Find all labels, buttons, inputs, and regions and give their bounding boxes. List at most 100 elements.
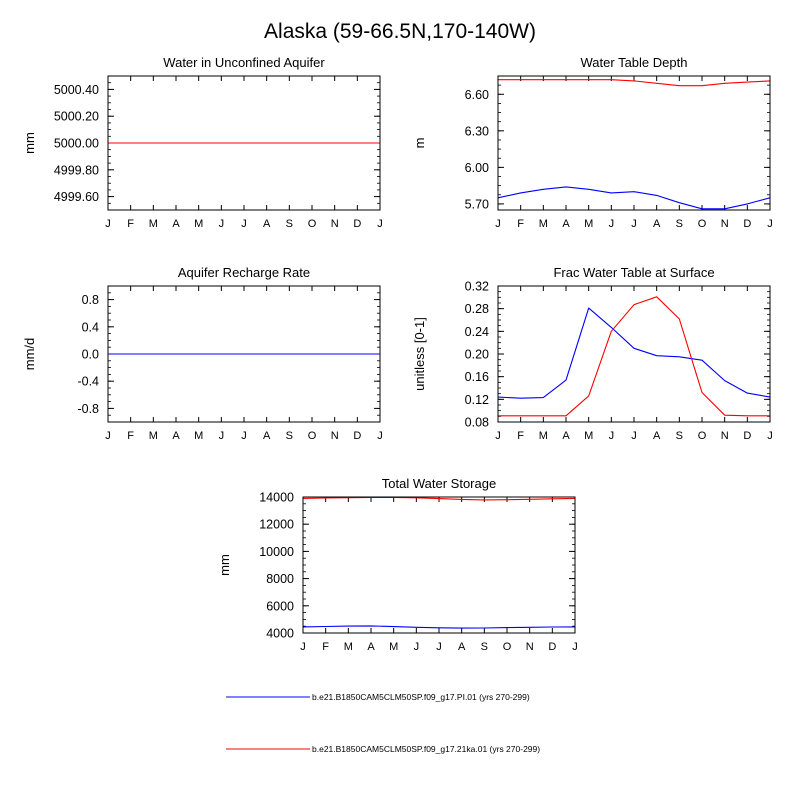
x-tick-label: J <box>414 641 420 653</box>
y-tick-label: 5.70 <box>465 197 489 211</box>
x-tick-label: M <box>539 430 548 442</box>
chart-aquifer-water: Water in Unconfined Aquifer mm J F M A M J J A S O N… <box>22 55 383 230</box>
y-tick-label: -0.8 <box>77 402 99 416</box>
x-tick-label: M <box>584 218 593 230</box>
series-line-pi <box>497 186 771 210</box>
x-tick-label: J <box>767 430 773 442</box>
chart-recharge-rate: Aquifer Recharge Rate mm/d J F M A M J J A S O N D J -0… <box>22 265 383 442</box>
x-tick-label: A <box>172 218 180 230</box>
y-tick-label: 5000.20 <box>54 110 99 124</box>
y-axis-label: m <box>412 138 427 149</box>
chart-water-table-depth: Water Table Depth m J F M A M J J A S O N D J 5.70 6.00 6… <box>412 55 773 230</box>
y-tick-label: 12000 <box>259 518 294 532</box>
x-tick-label: A <box>458 641 466 653</box>
x-tick-label: S <box>286 218 293 230</box>
series-line-21ka <box>498 79 771 87</box>
x-tick-label: D <box>353 218 361 230</box>
y-tick-label: 0.28 <box>465 302 489 316</box>
x-tick-label: J <box>609 430 615 442</box>
x-tick-label: M <box>584 430 593 442</box>
x-tick-label: J <box>377 430 383 442</box>
chart-title: Frac Water Table at Surface <box>553 265 714 280</box>
y-tick-label: 4999.80 <box>54 163 99 177</box>
x-tick-label: F <box>517 218 524 230</box>
y-tick-label: 6000 <box>266 599 294 613</box>
x-tick-label: N <box>331 218 339 230</box>
y-tick-label: 4999.60 <box>54 190 99 204</box>
x-tick-label: D <box>548 641 556 653</box>
x-tick-label: J <box>609 218 615 230</box>
legend-entry: b.e21.B1850CAM5CLM50SP.f09_g17.PI.01 (yr… <box>226 692 530 702</box>
x-tick-label: J <box>219 218 225 230</box>
chart-title: Total Water Storage <box>382 476 496 491</box>
x-tick-label: A <box>653 218 661 230</box>
y-tick-label: 0.16 <box>465 370 489 384</box>
x-tick-label: J <box>105 218 111 230</box>
x-tick-label: O <box>308 430 317 442</box>
x-tick-label: J <box>495 430 501 442</box>
x-tick-label: J <box>241 218 247 230</box>
y-tick-label: 10000 <box>259 545 294 559</box>
x-tick-label: J <box>219 430 225 442</box>
x-tick-label: J <box>631 218 637 230</box>
x-tick-label: J <box>631 430 637 442</box>
x-tick-label: F <box>322 641 329 653</box>
x-tick-label: O <box>698 430 707 442</box>
y-axis-label: mm <box>22 132 37 154</box>
y-tick-label: 6.00 <box>465 161 489 175</box>
x-tick-label: M <box>149 218 158 230</box>
y-tick-label: 0.32 <box>465 280 489 294</box>
x-tick-label: N <box>721 218 729 230</box>
x-tick-label: S <box>481 641 488 653</box>
x-tick-label: S <box>676 430 683 442</box>
series-line-21ka <box>302 496 576 501</box>
x-tick-label: A <box>263 218 271 230</box>
y-axis-label: mm/d <box>22 338 37 371</box>
y-tick-label: 14000 <box>259 491 294 505</box>
x-tick-label: O <box>308 218 317 230</box>
x-tick-label: A <box>562 430 570 442</box>
chart-title: Aquifer Recharge Rate <box>178 265 310 280</box>
y-tick-label: 0.12 <box>465 393 489 407</box>
y-tick-label: 6.60 <box>465 88 489 102</box>
series-line-pi <box>302 625 576 629</box>
y-tick-label: 0.0 <box>82 348 99 362</box>
x-tick-label: D <box>353 430 361 442</box>
series-line-21ka <box>498 296 770 417</box>
x-tick-label: A <box>562 218 570 230</box>
legend-label: b.e21.B1850CAM5CLM50SP.f09_g17.21ka.01 (… <box>312 744 540 754</box>
x-tick-label: N <box>331 430 339 442</box>
y-tick-label: 4000 <box>266 627 294 641</box>
x-tick-label: J <box>436 641 442 653</box>
legend-label: b.e21.B1850CAM5CLM50SP.f09_g17.PI.01 (yr… <box>312 692 530 702</box>
x-tick-label: M <box>194 430 203 442</box>
x-tick-label: D <box>743 218 751 230</box>
y-tick-label: 0.24 <box>465 325 489 339</box>
y-tick-label: 0.20 <box>465 348 489 362</box>
x-tick-label: A <box>367 641 375 653</box>
y-tick-label: 0.4 <box>82 320 99 334</box>
chart-title: Water Table Depth <box>581 55 688 70</box>
y-tick-label: 0.08 <box>465 416 489 430</box>
chart-title: Water in Unconfined Aquifer <box>163 55 325 70</box>
x-tick-label: J <box>495 218 501 230</box>
x-tick-label: O <box>698 218 707 230</box>
plot-frame <box>302 496 576 634</box>
x-tick-label: M <box>149 430 158 442</box>
x-tick-label: F <box>517 430 524 442</box>
y-tick-label: 0.8 <box>82 293 99 307</box>
x-tick-label: J <box>767 218 773 230</box>
x-tick-label: J <box>105 430 111 442</box>
x-tick-label: F <box>127 218 134 230</box>
x-tick-label: M <box>389 641 398 653</box>
y-tick-label: -0.4 <box>77 375 99 389</box>
x-tick-label: M <box>344 641 353 653</box>
x-tick-label: A <box>172 430 180 442</box>
x-tick-label: J <box>300 641 306 653</box>
y-axis-label: mm <box>217 554 232 576</box>
x-tick-label: N <box>721 430 729 442</box>
x-tick-label: J <box>377 218 383 230</box>
x-tick-label: J <box>241 430 247 442</box>
x-tick-label: S <box>676 218 683 230</box>
